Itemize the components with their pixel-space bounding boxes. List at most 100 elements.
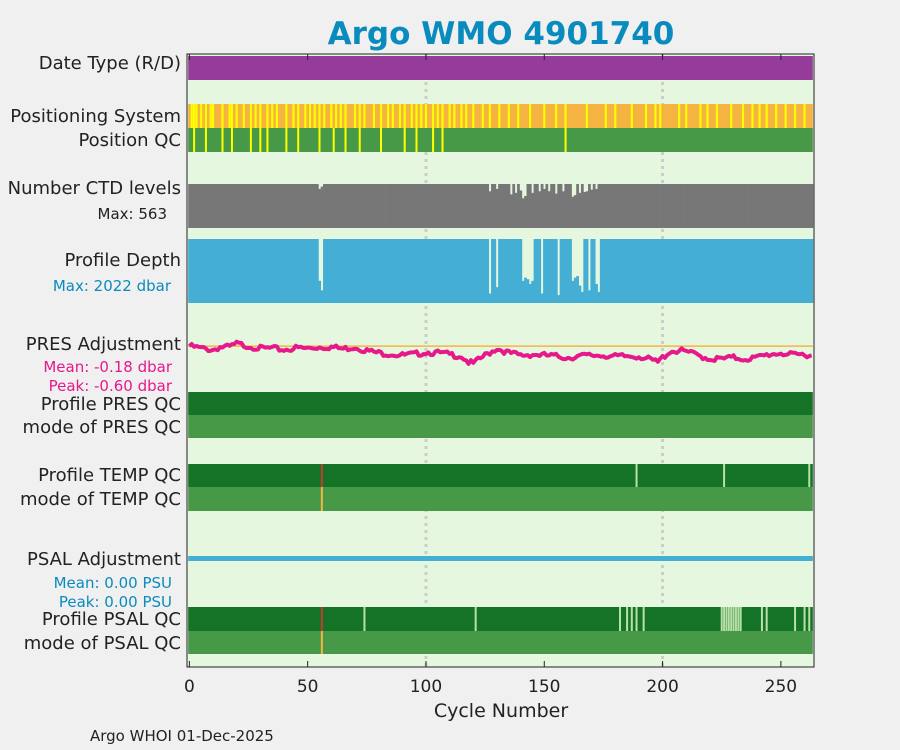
positioning-argos-mark <box>266 104 269 128</box>
profile-depth-bar <box>318 280 322 303</box>
profile-depth-bar <box>744 239 747 303</box>
profile-depth-bar <box>722 239 726 303</box>
profile-depth-bar <box>332 239 336 303</box>
positioning-argos-mark <box>249 104 252 128</box>
profile-depth-bar <box>188 239 191 303</box>
ctd-levels-bar <box>786 184 790 228</box>
ctd-levels-bar <box>609 184 613 228</box>
positioning-argos-mark <box>372 104 375 128</box>
ctd-levels-bar <box>668 184 672 228</box>
ctd-levels-bar <box>263 184 267 228</box>
profile-depth-bar <box>334 239 338 303</box>
profile-depth-bar <box>668 239 672 303</box>
footer-text: Argo WHOI 01-Dec-2025 <box>90 727 274 745</box>
ctd-levels-bar <box>599 184 603 228</box>
positioning-argos-mark <box>644 104 648 128</box>
profile-psal-qc-flag <box>760 607 763 631</box>
ctd-levels-bar <box>308 184 312 228</box>
profile-depth-bar <box>401 239 404 303</box>
ctd-levels-bar <box>791 184 795 228</box>
profile-depth-bar <box>701 239 705 303</box>
profile-depth-bar <box>739 239 743 303</box>
profile-depth-bar <box>800 239 804 303</box>
profile-depth-bar <box>292 239 296 303</box>
profile-depth-bar <box>476 239 480 303</box>
profile-depth-bar <box>353 239 357 303</box>
profile-depth-bar <box>287 239 291 303</box>
ctd-levels-bar <box>320 186 324 228</box>
ctd-levels-bar <box>562 191 565 228</box>
profile-depth-bar <box>500 239 504 303</box>
ctd-levels-bar <box>332 184 336 228</box>
ctd-levels-bar <box>552 184 556 228</box>
profile-depth-bar <box>628 239 632 303</box>
ctd-levels-bar <box>543 188 546 228</box>
profile-depth-bar <box>398 239 402 303</box>
ctd-levels-bar <box>760 184 764 228</box>
profile-depth-bar <box>360 239 364 303</box>
ctd-levels-bar <box>727 184 731 228</box>
positioning-argos-mark <box>465 104 468 128</box>
profile-depth-bar <box>341 239 345 303</box>
profile-depth-bar <box>474 239 478 303</box>
ctd-levels-bar <box>230 184 234 228</box>
ctd-levels-bar <box>472 184 475 228</box>
positioning-argos-mark <box>254 104 257 128</box>
profile-depth-bar <box>514 239 518 303</box>
profile-psal-qc-flag <box>739 607 742 631</box>
ctd-levels-bar <box>758 184 762 228</box>
profile-depth-bar <box>429 239 433 303</box>
ctd-levels-bar <box>462 184 466 228</box>
ctd-levels-bar <box>280 184 284 228</box>
label-profile-pres-qc: Profile PRES QC <box>41 394 181 415</box>
positioning-argos-mark <box>275 104 278 128</box>
label-psal-adjustment: PSAL Adjustment <box>27 549 181 570</box>
ctd-levels-bar <box>209 184 213 228</box>
positioning-argos-mark <box>706 104 709 128</box>
positioning-argos-mark <box>190 104 193 128</box>
profile-psal-qc-flag <box>626 607 629 631</box>
position-qc-flag <box>285 128 288 152</box>
ctd-levels-bar <box>692 184 695 228</box>
ctd-levels-bar <box>578 192 582 228</box>
ctd-levels-bar <box>297 184 300 228</box>
ctd-levels-bar <box>708 184 712 228</box>
positioning-argos-mark <box>472 104 475 128</box>
profile-depth-bar <box>782 239 785 303</box>
label-ctd-max: Max: 563 <box>98 205 167 223</box>
profile-depth-bar <box>519 239 523 303</box>
profile-depth-bar <box>573 277 577 303</box>
ctd-levels-bar <box>673 184 676 228</box>
ctd-levels-bar <box>720 184 724 228</box>
ctd-levels-bar <box>810 184 814 228</box>
profile-depth-bar <box>327 239 331 303</box>
ctd-levels-bar <box>737 184 740 228</box>
ctd-levels-bar <box>666 184 669 228</box>
ctd-levels-bar <box>275 184 279 228</box>
label-depth-max: Max: 2022 dbar <box>53 277 172 295</box>
profile-depth-bar <box>441 239 445 303</box>
label-mode-pres-qc: mode of PRES QC <box>23 417 181 438</box>
ctd-levels-bar <box>746 184 750 228</box>
profile-depth-bar <box>261 239 265 303</box>
profile-depth-bar <box>758 239 762 303</box>
profile-depth-bar <box>415 239 419 303</box>
ctd-levels-bar <box>774 184 778 228</box>
ctd-levels-bar <box>519 190 523 228</box>
profile-psal-qc-flag <box>630 607 633 631</box>
positioning-argos-mark <box>420 104 423 128</box>
ctd-levels-bar <box>382 184 385 228</box>
positioning-argos-mark <box>517 104 520 128</box>
position-qc-flag <box>415 128 418 152</box>
ctd-levels-bar <box>436 184 440 228</box>
ctd-levels-bar <box>214 184 217 228</box>
chart-lines <box>188 339 813 366</box>
positioning-argos-mark <box>195 104 198 128</box>
profile-depth-bar <box>789 239 792 303</box>
profile-depth-bar <box>531 280 535 303</box>
label-date-type: Date Type (R/D) <box>39 53 181 74</box>
ctd-levels-bar <box>211 184 215 228</box>
profile-depth-bar <box>597 291 601 303</box>
ctd-levels-bar <box>228 184 232 228</box>
profile-depth-bar <box>737 239 740 303</box>
